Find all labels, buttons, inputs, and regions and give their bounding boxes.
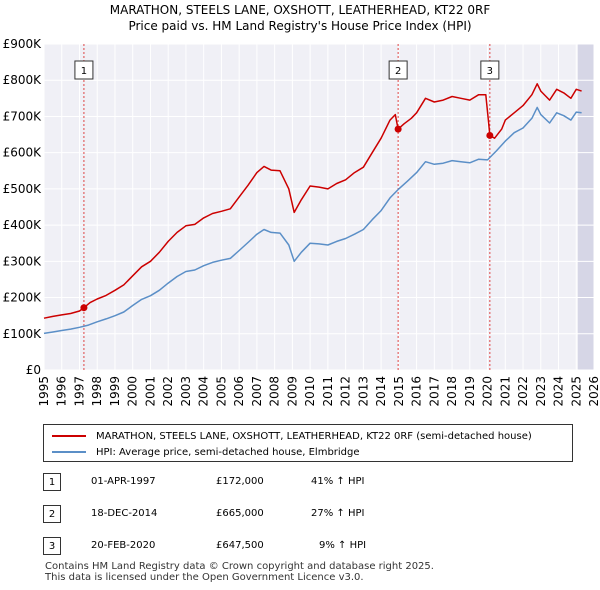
x-tick-label: 2021 (498, 376, 512, 407)
x-tick-label: 2004 (197, 376, 211, 407)
x-tick-label: 2013 (356, 376, 370, 407)
y-tick-label: £300K (3, 254, 43, 268)
x-tick-label: 1997 (72, 376, 86, 407)
x-tick-label: 1995 (37, 376, 51, 407)
sale-number-box (480, 60, 500, 80)
x-tick-label: 2023 (534, 376, 548, 407)
plot-area (44, 44, 594, 370)
x-tick-label: 2016 (410, 376, 424, 407)
x-tick-label: 2024 (552, 376, 566, 407)
x-tick-label: 1999 (108, 376, 122, 407)
y-tick-label: £400K (3, 218, 43, 232)
transaction-price: £172,000 (216, 476, 264, 487)
footer-line-2: This data is licensed under the Open Gov… (45, 572, 364, 583)
transaction-date: 01-APR-1997 (91, 476, 156, 487)
legend-entry-hpi: HPI: Average price, semi-detached house,… (52, 444, 360, 460)
transaction-hpi: 9% ↑ HPI (319, 540, 367, 551)
x-tick-label: 1998 (90, 376, 104, 407)
y-tick-label: £900K (3, 37, 43, 51)
future-hatch-region (578, 44, 594, 370)
x-tick-label: 2015 (392, 376, 406, 407)
sale-number-label: 1 (81, 66, 87, 77)
legend-label-property: MARATHON, STEELS LANE, OXSHOTT, LEATHERH… (96, 430, 532, 442)
x-tick-label: 2012 (339, 376, 353, 407)
y-tick-label: £100K (3, 327, 43, 341)
x-tick-label: 2001 (143, 376, 157, 407)
x-tick-label: 2018 (445, 376, 459, 407)
footer-line-1: Contains HM Land Registry data © Crown c… (45, 561, 434, 572)
chart-title: MARATHON, STEELS LANE, OXSHOTT, LEATHERH… (110, 3, 491, 17)
x-tick-label: 2022 (516, 376, 530, 407)
footer-attribution: Contains HM Land Registry data © Crown c… (45, 561, 434, 583)
sale-point (394, 125, 402, 133)
chart-subtitle: Price paid vs. HM Land Registry's House … (128, 19, 471, 33)
legend-entry-property: MARATHON, STEELS LANE, OXSHOTT, LEATHERH… (52, 428, 532, 444)
y-tick-label: £600K (3, 146, 43, 160)
sale-point (80, 304, 88, 312)
y-tick-label: £700K (3, 109, 43, 123)
y-tick-label: £800K (3, 73, 43, 87)
x-tick-label: 2007 (250, 376, 264, 407)
y-tick-label: £500K (3, 182, 43, 196)
transaction-hpi: 41% ↑ HPI (311, 476, 365, 487)
legend-swatch-hpi (52, 451, 86, 453)
x-tick-label: 2025 (569, 376, 583, 407)
series-line-hpi (43, 106, 582, 335)
transaction-hpi: 27% ↑ HPI (311, 508, 365, 519)
x-tick-label: 2010 (303, 376, 317, 407)
legend-label-hpi: HPI: Average price, semi-detached house,… (96, 446, 360, 458)
x-tick-label: 2026 (587, 376, 600, 407)
transaction-price: £647,500 (216, 540, 264, 551)
x-tick-label: 2002 (161, 376, 175, 407)
transaction-number: 2 (43, 505, 61, 523)
x-tick-label: 2008 (268, 376, 282, 407)
x-tick-label: 2020 (481, 376, 495, 407)
transaction-number: 1 (43, 473, 61, 491)
sale-number-box (388, 60, 408, 80)
sale-number-label: 2 (395, 66, 401, 77)
y-tick-label: £0 (26, 363, 41, 377)
series (43, 83, 582, 335)
sale-point (486, 131, 494, 139)
transaction-date: 20-FEB-2020 (91, 540, 156, 551)
x-tick-label: 2011 (321, 376, 335, 407)
x-tick-label: 2017 (427, 376, 441, 407)
y-tick-label: £200K (3, 291, 43, 305)
series-line-property (43, 83, 582, 319)
legend: MARATHON, STEELS LANE, OXSHOTT, LEATHERH… (43, 424, 573, 462)
x-tick-label: 1996 (55, 376, 69, 407)
transaction-number: 3 (43, 537, 61, 555)
legend-swatch-property (52, 435, 86, 437)
x-tick-label: 2014 (374, 376, 388, 407)
axes: £0 £100K £200K £300K £400K £500K £600K £700K £80… (3, 37, 600, 407)
sale-number-box (74, 60, 94, 80)
x-tick-label: 2006 (232, 376, 246, 407)
sale-points (80, 125, 494, 312)
sale-number-label: 3 (487, 66, 493, 77)
x-tick-label: 2003 (179, 376, 193, 407)
transaction-date: 18-DEC-2014 (91, 508, 158, 519)
sale-markers: 1 2 3 (74, 44, 500, 370)
x-tick-label: 2005 (214, 376, 228, 407)
price-chart: MARATHON, STEELS LANE, OXSHOTT, LEATHERH… (3, 3, 600, 407)
transaction-price: £665,000 (216, 508, 264, 519)
x-tick-label: 2019 (463, 376, 477, 407)
x-tick-label: 2000 (126, 376, 140, 407)
x-tick-label: 2009 (285, 376, 299, 407)
